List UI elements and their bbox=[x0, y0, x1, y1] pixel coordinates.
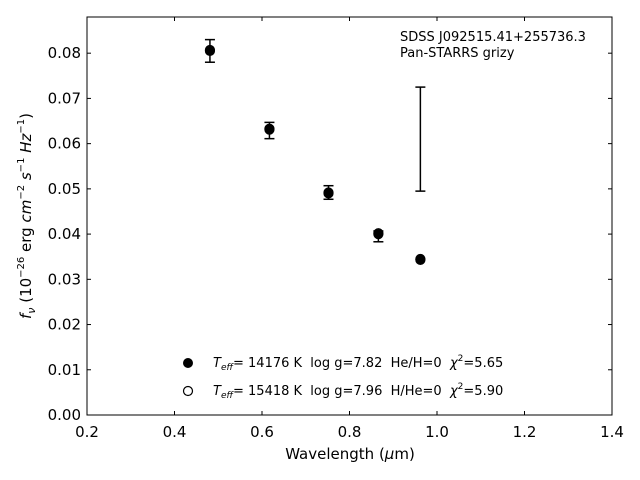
annotation-survey: Pan-STARRS grizy bbox=[400, 46, 515, 61]
legend: Teff= 14176 K log g=7.82 He/H=0 χ2=5.65 … bbox=[182, 354, 503, 401]
x-tick-label: 0.6 bbox=[250, 423, 274, 441]
legend-text-1: Teff= 14176 K log g=7.82 He/H=0 χ2=5.65 bbox=[213, 354, 503, 373]
y-tick-label: 0.07 bbox=[48, 89, 81, 107]
x-tick-label: 0.8 bbox=[338, 423, 362, 441]
y-tick-label: 0.01 bbox=[48, 361, 81, 379]
legend-marker-filled bbox=[183, 358, 193, 368]
y-tick-label: 0.05 bbox=[48, 180, 81, 198]
legend-marker-open bbox=[182, 385, 194, 397]
y-tick-label: 0.06 bbox=[48, 135, 81, 153]
x-tick-label: 0.2 bbox=[75, 423, 99, 441]
y-tick-label: 0.00 bbox=[48, 406, 81, 424]
model-point-open bbox=[264, 124, 275, 135]
y-axis-label: fν (10−26 erg cm−2 s−1 Hz−1) bbox=[16, 113, 38, 319]
points-layer bbox=[204, 44, 426, 265]
model-point-open bbox=[323, 187, 334, 198]
y-tick-label: 0.02 bbox=[48, 316, 81, 334]
x-axis-label: Wavelength (μm) bbox=[285, 445, 415, 463]
y-tick-label: 0.04 bbox=[48, 225, 81, 243]
model-point-open bbox=[204, 44, 216, 56]
annotation-object-name: SDSS J092515.41+255736.3 bbox=[400, 30, 586, 45]
y-tick-label: 0.03 bbox=[48, 270, 81, 288]
x-tick-label: 1.0 bbox=[425, 423, 449, 441]
ticks-layer: 0.2 0.4 0.6 0.8 1.0 1.2 1.4 0.00 0.01 0.02 0.03 0.0… bbox=[48, 17, 624, 441]
plot-frame bbox=[86, 16, 613, 416]
x-tick-label: 1.4 bbox=[600, 423, 624, 441]
legend-entry-2: Teff= 15418 K log g=7.96 H/He=0 χ2=5.90 bbox=[182, 382, 503, 401]
model-point-open bbox=[373, 228, 384, 239]
x-tick-label: 0.4 bbox=[163, 423, 187, 441]
legend-entry-1: Teff= 14176 K log g=7.82 He/H=0 χ2=5.65 bbox=[183, 354, 503, 373]
x-tick-label: 1.2 bbox=[513, 423, 537, 441]
errorbar-layer bbox=[204, 38, 426, 243]
model-point-open bbox=[415, 253, 426, 265]
legend-text-2: Teff= 15418 K log g=7.96 H/He=0 χ2=5.90 bbox=[213, 382, 503, 401]
y-tick-label: 0.08 bbox=[48, 44, 81, 62]
